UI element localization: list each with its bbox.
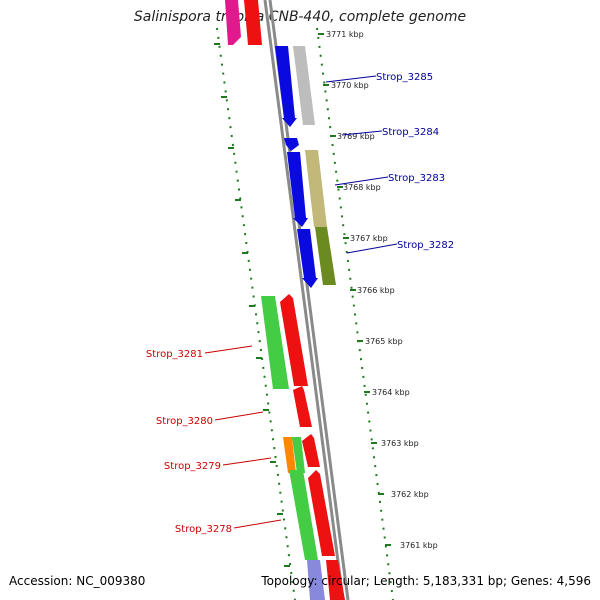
gene-label-strop-3279[interactable]: Strop_3279 xyxy=(164,461,221,472)
forward-genes xyxy=(275,46,336,288)
backbone-outer xyxy=(263,0,345,600)
accession-label: Accession: NC_009380 xyxy=(9,574,146,588)
ruler-ticks-left xyxy=(214,43,290,567)
gene-arrow-strop-3285 xyxy=(275,46,297,127)
tick-label: 3771 kbp xyxy=(326,30,364,39)
gene-arrow-strop-3283 xyxy=(287,152,308,227)
ruler-right-track xyxy=(316,27,394,600)
gene-arrow-strop-3282-annot xyxy=(315,227,336,285)
gene-arrow-magenta xyxy=(225,0,241,45)
gene-arrow-strop-3283-annot xyxy=(305,150,327,227)
gene-label-strop-3284[interactable]: Strop_3284 xyxy=(382,127,439,138)
tick-label: 3762 kbp xyxy=(391,490,429,499)
gene-arrow-red-bottom xyxy=(326,560,345,600)
gene-label-strop-3285[interactable]: Strop_3285 xyxy=(376,72,433,83)
topology-label: Topology: circular; Length: 5,183,331 bp… xyxy=(261,574,591,588)
gene-label-strop-3281[interactable]: Strop_3281 xyxy=(146,349,203,360)
ruler-left-track xyxy=(216,27,296,600)
gene-arrow-strop-3279 xyxy=(302,434,320,467)
gene-arrow-red-top xyxy=(244,0,262,45)
gene-arrow-strop-3285-annot xyxy=(293,46,315,125)
tick-label: 3770 kbp xyxy=(331,81,369,90)
gene-arrow-strop-3280 xyxy=(293,386,312,427)
top-edge-genes xyxy=(225,0,262,45)
gene-arrow-strop-3278-annot xyxy=(289,470,318,560)
gene-label-strop-3282[interactable]: Strop_3282 xyxy=(397,240,454,251)
tick-label: 3764 kbp xyxy=(372,388,410,397)
gene-arrow-lavender xyxy=(307,560,325,600)
gene-arrow-strop-3279-annot xyxy=(283,437,296,473)
gene-labels: Strop_3285 Strop_3284 Strop_3283 Strop_3… xyxy=(146,72,454,535)
gene-arrow-strop-3281-annot xyxy=(261,296,289,389)
tick-label: 3769 kbp xyxy=(337,132,375,141)
gene-arrow-strop-3282 xyxy=(297,229,318,288)
tick-label: 3768 kbp xyxy=(343,183,381,192)
gene-label-strop-3278[interactable]: Strop_3278 xyxy=(175,524,232,535)
tick-label: 3763 kbp xyxy=(381,439,419,448)
map-title: Salinispora tropica CNB-440, complete ge… xyxy=(133,9,467,25)
gene-arrow-strop-3284 xyxy=(284,138,299,151)
gene-label-strop-3283[interactable]: Strop_3283 xyxy=(388,173,445,184)
gene-arrow-strop-3279-annot2 xyxy=(292,437,305,473)
tick-label: 3767 kbp xyxy=(350,234,388,243)
tick-label: 3765 kbp xyxy=(365,337,403,346)
reverse-genes xyxy=(261,294,345,600)
gene-arrow-strop-3278 xyxy=(308,470,335,556)
tick-label: 3761 kbp xyxy=(400,541,438,550)
ruler-ticks: 3771 kbp 3770 kbp 3769 kbp 3768 kbp 3767… xyxy=(318,30,438,550)
tick-label: 3766 kbp xyxy=(357,286,395,295)
gene-label-strop-3280[interactable]: Strop_3280 xyxy=(156,416,213,427)
gene-arrow-strop-3281 xyxy=(280,294,308,386)
